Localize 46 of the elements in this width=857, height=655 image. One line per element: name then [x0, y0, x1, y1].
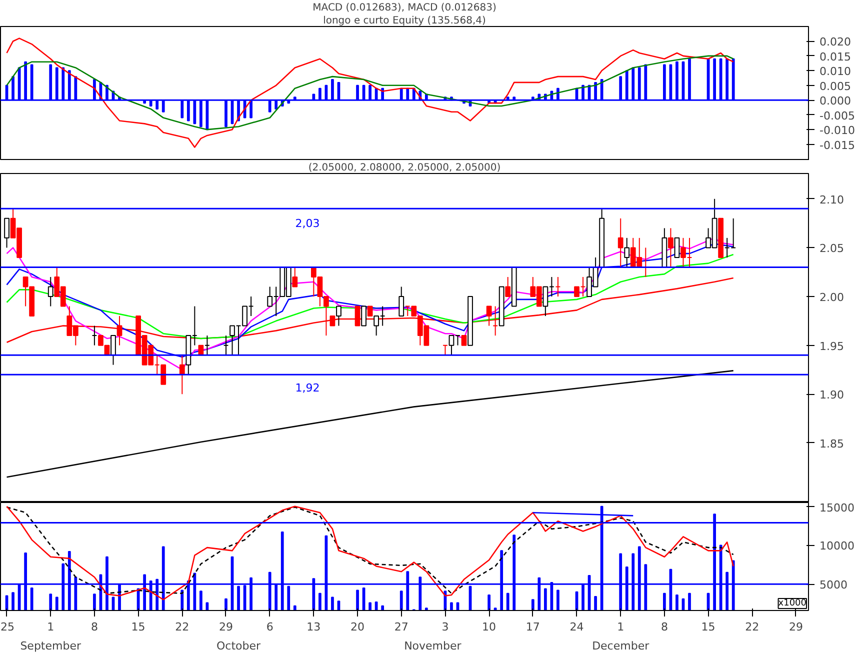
x-tick-label: 1 [47, 620, 54, 634]
y-tick-label: 2.10 [820, 193, 844, 206]
x-tick-label: 15 [701, 620, 716, 634]
x2-tick-label: November [404, 640, 462, 652]
chart-title: MACD (0.012683), MACD (0.012683) [312, 2, 496, 14]
y-tick-label: -0.005 [820, 109, 855, 122]
annotation: x1000 [778, 598, 807, 608]
x-tick-label: 13 [306, 620, 321, 634]
x-tick-label: 29 [218, 620, 233, 634]
y-tick-label: 0.020 [820, 36, 851, 49]
ref-line-label: 2,03 [295, 217, 320, 230]
x-tick-label: 29 [788, 620, 803, 634]
x-tick-label: 6 [266, 620, 274, 634]
ref-line-label: 1,92 [295, 382, 320, 395]
x-tick-label: 3 [442, 620, 449, 634]
y-tick-label: 0.005 [820, 80, 851, 93]
x-tick-label: 20 [350, 620, 365, 634]
x-tick-label: 27 [394, 620, 408, 634]
x-tick-label: 22 [745, 620, 760, 634]
y-tick-label: 1.85 [820, 437, 844, 450]
x-tick-label: 8 [660, 620, 668, 634]
y-tick-label: 15000 [820, 502, 854, 514]
y-tick-label: 0.000 [820, 94, 851, 108]
x-tick-label: 17 [526, 620, 540, 634]
y-tick-label: 2.05 [820, 242, 844, 256]
chart-subtitle: longo e curto Equity (135.568,4) [323, 16, 486, 26]
y-tick-label: 2.00 [820, 291, 844, 304]
y-tick-label: 5000 [820, 578, 848, 592]
x-tick-label: 25 [0, 620, 14, 634]
y-tick-label: 0.015 [820, 50, 851, 64]
x-tick-label: 8 [90, 620, 98, 634]
x-tick-label: 24 [570, 620, 584, 634]
x2-tick-label: September [20, 640, 82, 652]
y-tick-label: 1.95 [820, 340, 844, 353]
x2-tick-label: October [216, 640, 262, 652]
x-tick-label: 10 [482, 620, 496, 634]
x-tick-label: 1 [617, 620, 624, 634]
y-tick-label: 0.010 [820, 65, 851, 78]
y-tick-label: -0.010 [820, 124, 855, 138]
y-tick-label: 10000 [820, 540, 854, 553]
x2-tick-label: December [592, 640, 650, 652]
chart-title: (2.05000, 2.08000, 2.05000, 2.05000) [308, 162, 501, 174]
x-tick-label: 22 [175, 620, 190, 634]
y-tick-label: -0.015 [820, 138, 855, 152]
y-tick-label: 1.90 [820, 388, 844, 402]
x-tick-label: 15 [131, 620, 146, 634]
